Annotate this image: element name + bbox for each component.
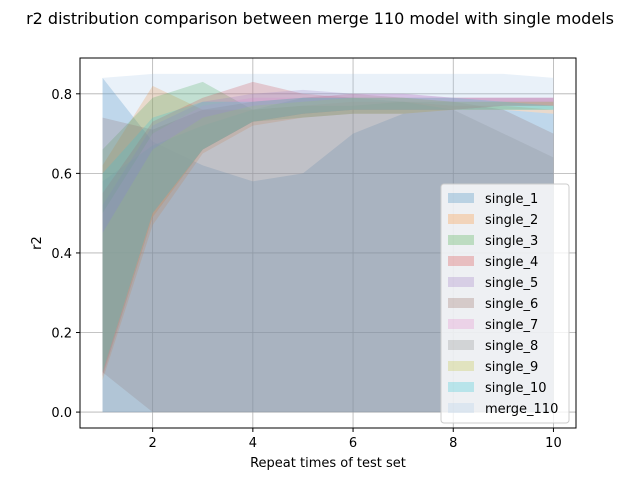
legend-label-single-7: single_7	[485, 318, 538, 333]
legend-swatch-single-9	[448, 361, 474, 371]
legend-swatch-merge-110	[448, 403, 474, 413]
legend-swatch-single-2	[448, 214, 474, 224]
ticks: 2 4 6 8 10 0.0 0.2 0.4 0.6 0.8	[51, 88, 561, 451]
chart-title: r2 distribution comparison between merge…	[26, 9, 614, 28]
y-axis-label: r2	[30, 236, 45, 250]
y-tick-label-1: 0.2	[51, 327, 72, 342]
legend-label-single-4: single_4	[485, 255, 538, 270]
legend-label-single-10: single_10	[485, 381, 547, 396]
x-tick-label-1: 4	[249, 436, 257, 451]
legend-swatch-single-4	[448, 256, 474, 266]
legend-swatch-single-10	[448, 382, 474, 392]
legend-label-single-5: single_5	[485, 276, 538, 291]
legend-swatch-single-5	[448, 277, 474, 287]
y-tick-label-0: 0.0	[51, 406, 72, 421]
axes-frame	[79, 57, 577, 429]
legend-swatch-single-7	[448, 319, 474, 329]
legend-swatch-single-6	[448, 298, 474, 308]
legend-label-single-1: single_1	[485, 192, 538, 207]
legend-label-single-3: single_3	[485, 234, 538, 249]
area-single-10	[102, 97, 554, 373]
x-tick-label-3: 8	[449, 436, 457, 451]
x-tick-label-2: 6	[349, 436, 357, 451]
legend-swatch-single-3	[448, 235, 474, 245]
y-tick-label-4: 0.8	[51, 88, 72, 103]
legend-label-single-2: single_2	[485, 213, 538, 228]
legend-swatch-single-1	[448, 193, 474, 203]
legend-label-single-6: single_6	[485, 297, 538, 312]
x-axis-label: Repeat times of test set	[250, 456, 406, 471]
y-tick-label-3: 0.6	[51, 167, 72, 182]
legend-swatch-single-8	[448, 340, 474, 350]
y-tick-label-2: 0.4	[51, 247, 72, 262]
legend-label-single-9: single_9	[485, 360, 538, 375]
x-tick-label-0: 2	[149, 436, 157, 451]
area-single-3	[102, 81, 554, 373]
area-single-2	[102, 85, 554, 381]
legend: single_1 single_2 single_3 single_4 single_5…	[440, 183, 570, 424]
legend-box	[440, 183, 570, 424]
legend-label-merge-110: merge_110	[485, 402, 558, 417]
legend-label-single-8: single_8	[485, 339, 538, 354]
x-tick-label-4: 10	[545, 436, 562, 451]
